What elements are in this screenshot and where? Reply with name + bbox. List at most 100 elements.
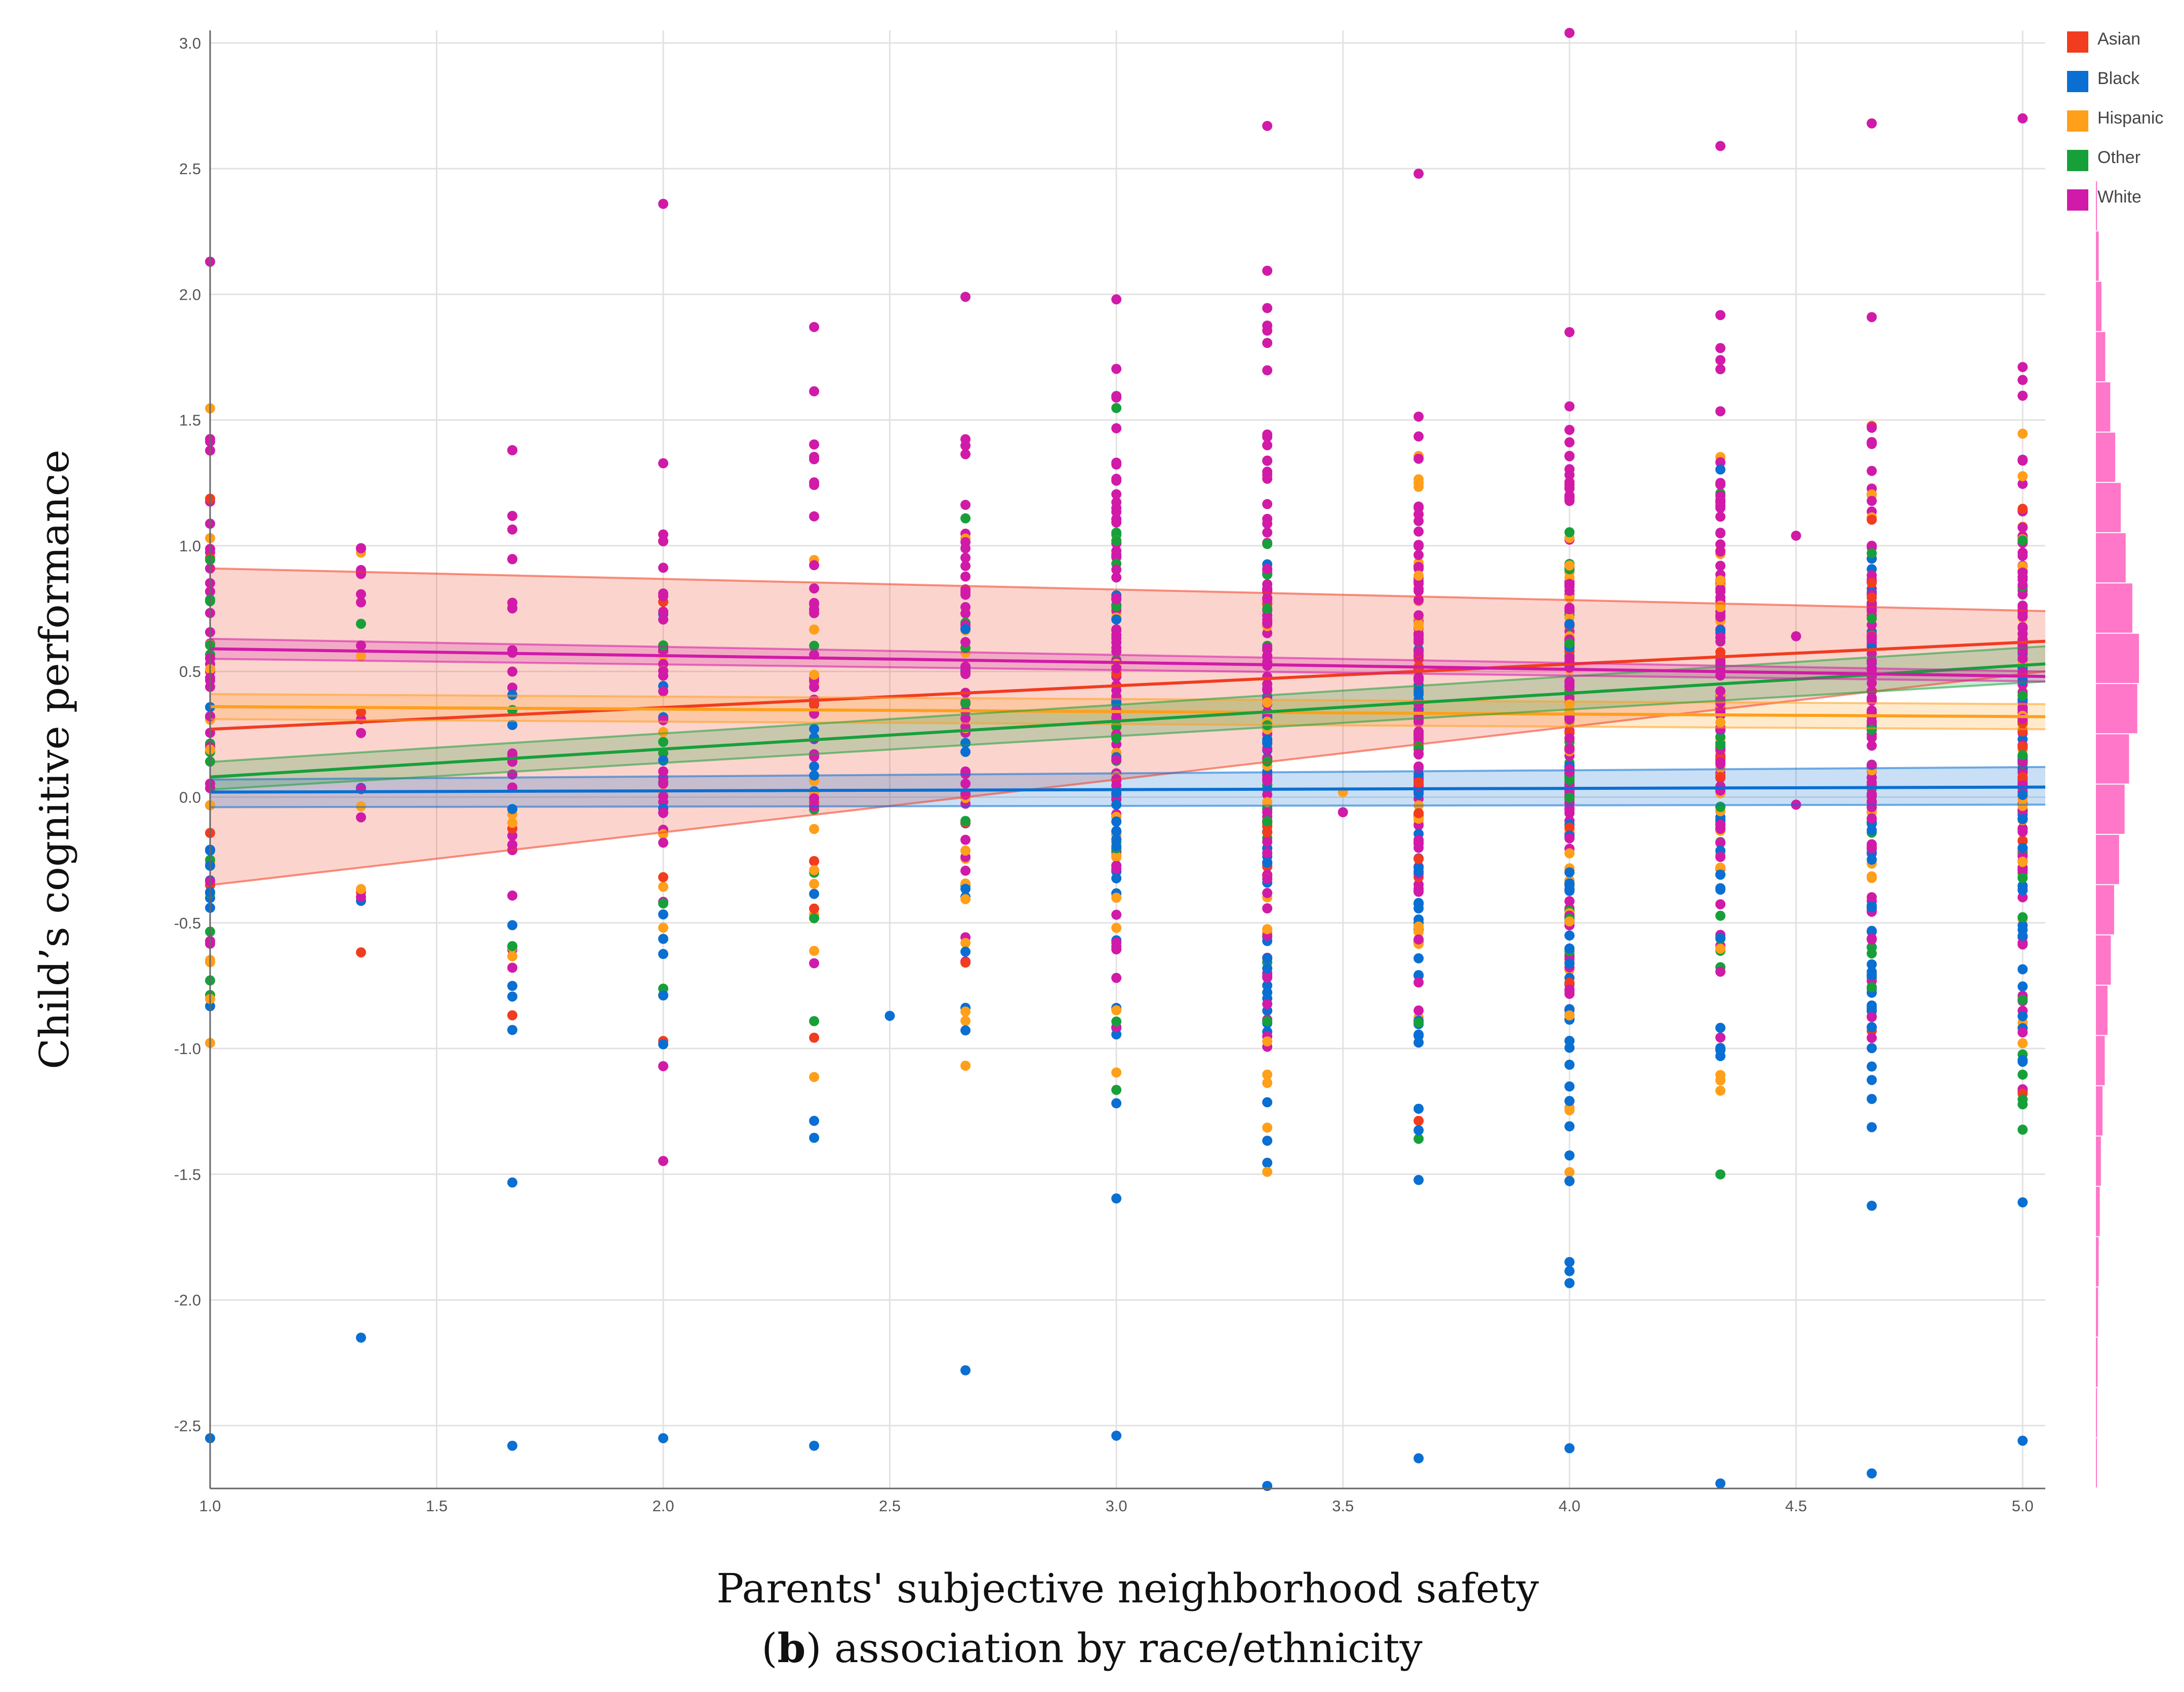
data-point-other — [1413, 1134, 1424, 1144]
data-point-other — [2017, 994, 2028, 1005]
data-point-black — [1867, 1122, 1877, 1133]
histogram-bar — [2096, 1338, 2098, 1387]
data-point-white — [1867, 312, 1877, 323]
histogram-bar — [2096, 231, 2099, 281]
data-point-other — [1111, 601, 1122, 612]
data-point-hispanic — [1413, 921, 1424, 932]
data-point-white — [1413, 934, 1424, 945]
data-point-white — [1413, 1005, 1424, 1016]
data-point-hispanic — [356, 651, 367, 661]
data-point-white — [2017, 113, 2028, 124]
data-point-white — [1111, 546, 1122, 556]
data-point-white — [1867, 437, 1877, 448]
data-point-white — [356, 728, 367, 738]
data-point-white — [1564, 604, 1575, 615]
data-point-white — [2017, 589, 2028, 600]
data-point-white — [356, 812, 367, 823]
data-point-other — [809, 640, 820, 651]
data-point-white — [1413, 431, 1424, 442]
data-point-other — [2017, 1069, 2028, 1080]
data-point-white — [1867, 1033, 1877, 1043]
data-point-hispanic — [1111, 1067, 1122, 1078]
data-point-asian — [1413, 808, 1424, 819]
data-point-white — [1262, 365, 1273, 376]
data-point-hispanic — [960, 938, 971, 948]
histogram-bar — [2096, 432, 2116, 482]
data-point-white — [356, 589, 367, 599]
data-point-hispanic — [1262, 1166, 1273, 1177]
y-tick-labels: 3.0 2.5 2.0 1.5 1.0 0.5 0.0 -0.5 -1.0 -1.5 -2.0 -2.… — [174, 34, 201, 1435]
data-point-other — [658, 640, 669, 651]
x-tick-label: 4.5 — [1785, 1497, 1807, 1515]
data-point-black — [1867, 1075, 1877, 1085]
data-point-asian — [1867, 592, 1877, 603]
data-point-white — [1564, 744, 1575, 754]
caption-text: ) association by race/ethnicity — [805, 1625, 1423, 1672]
data-point-black — [1715, 1023, 1726, 1033]
data-point-white — [2017, 892, 2028, 903]
axes — [209, 30, 2045, 1489]
data-point-asian — [2017, 726, 2028, 737]
data-point-white — [507, 524, 518, 535]
data-point-black — [507, 991, 518, 1002]
data-point-white — [658, 607, 669, 617]
data-point-hispanic — [1111, 893, 1122, 903]
histogram-bar — [2096, 482, 2121, 533]
data-point-white — [1262, 873, 1273, 884]
data-point-black — [1111, 841, 1122, 852]
data-point-white — [507, 554, 518, 565]
data-point-hispanic — [1262, 1069, 1273, 1080]
data-point-other — [1111, 536, 1122, 546]
data-point-black — [1564, 619, 1575, 629]
data-point-white — [1564, 714, 1575, 724]
data-point-white — [1564, 470, 1575, 480]
histogram-bar — [2096, 281, 2101, 331]
data-point-black — [2017, 814, 2028, 825]
data-point-hispanic — [1564, 1010, 1575, 1021]
data-point-white — [1111, 592, 1122, 603]
y-tick-label: -1.0 — [174, 1040, 201, 1058]
data-point-black — [1413, 953, 1424, 963]
marginal-histogram — [2096, 181, 2139, 1487]
legend-label-hispanic: Hispanic — [2097, 108, 2163, 128]
data-point-white — [960, 637, 971, 648]
data-point-white — [960, 500, 971, 510]
data-point-other — [2017, 535, 2028, 546]
data-point-white — [809, 479, 820, 490]
fit-line-white — [210, 647, 2046, 678]
data-point-white — [809, 321, 820, 332]
data-point-other — [1111, 733, 1122, 743]
data-point-white — [507, 748, 518, 759]
x-tick-label: 5.0 — [2012, 1497, 2034, 1515]
data-point-black — [1262, 963, 1273, 974]
data-point-black — [658, 934, 669, 944]
data-point-other — [1715, 910, 1726, 921]
data-point-white — [1413, 630, 1424, 641]
data-point-white — [960, 537, 971, 547]
data-point-white — [2017, 865, 2028, 875]
y-tick-label: -2.0 — [174, 1292, 201, 1309]
caption-letter: b — [777, 1624, 806, 1672]
data-point-black — [1867, 966, 1877, 977]
data-point-white — [1715, 364, 1726, 375]
data-point-black — [1867, 854, 1877, 865]
data-point-black — [2017, 1435, 2028, 1446]
data-point-other — [1867, 613, 1877, 624]
data-point-white — [1867, 777, 1877, 788]
data-point-black — [507, 1025, 518, 1035]
data-point-white — [2017, 653, 2028, 664]
data-point-hispanic — [658, 881, 669, 892]
data-point-white — [1715, 343, 1726, 353]
data-point-white — [1867, 496, 1877, 506]
data-point-other — [2017, 912, 2028, 922]
data-point-white — [1715, 511, 1726, 522]
data-point-asian — [2017, 772, 2028, 783]
x-tick-label: 2.0 — [653, 1497, 674, 1515]
data-point-hispanic — [809, 878, 820, 889]
data-point-other — [1715, 732, 1726, 742]
data-point-asian — [1715, 772, 1726, 782]
x-tick-label: 4.0 — [1559, 1497, 1581, 1515]
data-point-white — [1867, 933, 1877, 944]
data-point-white — [809, 793, 820, 803]
data-point-white — [507, 962, 518, 973]
